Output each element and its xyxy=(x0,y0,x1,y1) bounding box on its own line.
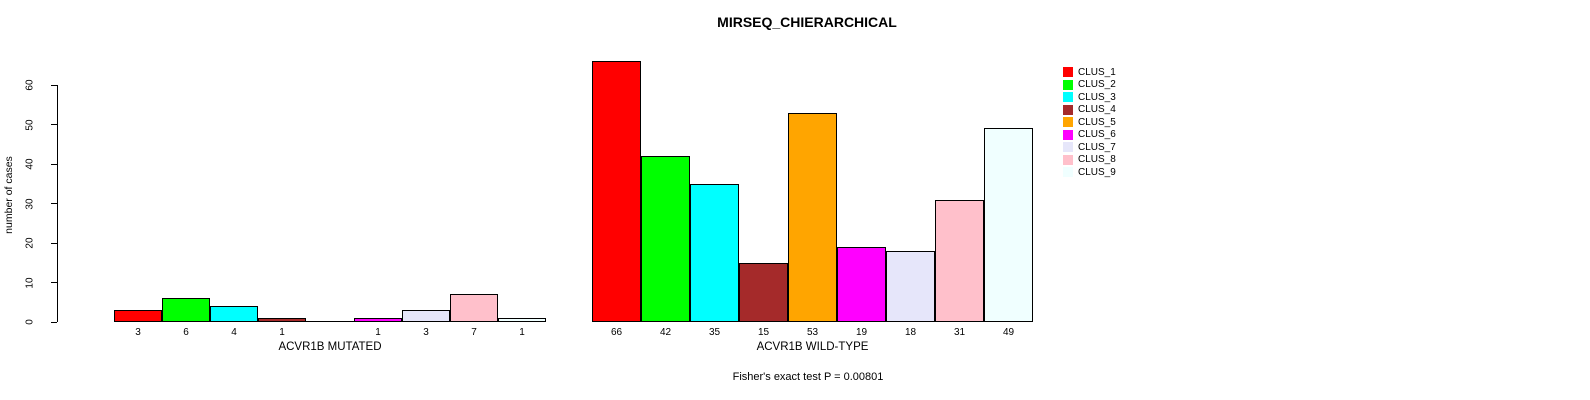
y-tick-label: 40 xyxy=(24,158,36,170)
legend-swatch-icon xyxy=(1063,117,1073,128)
y-tick-mark xyxy=(51,242,57,244)
bar-clus_6 xyxy=(837,246,886,322)
legend-label: CLUS_1 xyxy=(1078,66,1116,78)
y-tick-mark xyxy=(51,84,57,86)
bar-zero-clus_5 xyxy=(306,321,354,322)
legend-item-clus_9: CLUS_9 xyxy=(1063,166,1116,179)
bar-clus_9 xyxy=(498,318,546,322)
y-tick-label: 10 xyxy=(24,276,36,289)
y-tick-mark xyxy=(51,321,57,323)
bar-value-label: 6 xyxy=(183,327,189,338)
bar-value-label: 7 xyxy=(471,327,477,338)
y-tick-label: 30 xyxy=(24,197,36,210)
legend-swatch-icon xyxy=(1063,79,1073,90)
bar-value-label: 3 xyxy=(423,327,429,338)
bar-value-label: 49 xyxy=(1002,327,1015,338)
y-tick-label: 60 xyxy=(24,79,36,91)
legend-label: CLUS_4 xyxy=(1078,104,1116,116)
legend-label: CLUS_9 xyxy=(1078,166,1116,178)
bar-value-label: 4 xyxy=(231,327,237,338)
legend-item-clus_4: CLUS_4 xyxy=(1063,104,1116,117)
bar-value-label: 18 xyxy=(904,327,917,338)
bar-clus_6 xyxy=(354,318,402,322)
bar-clus_3 xyxy=(690,183,739,322)
legend-item-clus_1: CLUS_1 xyxy=(1063,66,1116,79)
bar-value-label: 1 xyxy=(375,327,381,338)
bar-clus_5 xyxy=(788,112,837,322)
legend-item-clus_7: CLUS_7 xyxy=(1063,141,1116,154)
y-tick-label: 20 xyxy=(24,237,36,249)
bar-clus_7 xyxy=(402,310,450,322)
bar-value-label: 3 xyxy=(135,327,141,338)
group-label-wildtype: ACVR1B WILD-TYPE xyxy=(756,341,869,353)
chart-title: MIRSEQ_CHIERARCHICAL xyxy=(717,14,897,30)
bar-clus_4 xyxy=(258,318,306,322)
legend-swatch-icon xyxy=(1063,154,1073,165)
fisher-test-annotation: Fisher's exact test P = 0.00801 xyxy=(732,371,884,383)
bar-value-label: 15 xyxy=(757,327,770,338)
legend-swatch-icon xyxy=(1063,104,1073,115)
bar-value-label: 31 xyxy=(953,327,966,338)
legend-item-clus_5: CLUS_5 xyxy=(1063,116,1116,129)
bar-clus_2 xyxy=(641,156,690,322)
bar-clus_3 xyxy=(210,306,258,322)
legend-swatch-icon xyxy=(1063,67,1073,78)
bar-clus_8 xyxy=(450,294,498,322)
y-axis-title: number of cases xyxy=(3,156,15,234)
legend-label: CLUS_2 xyxy=(1078,79,1116,91)
legend-item-clus_3: CLUS_3 xyxy=(1063,91,1116,104)
bar-clus_1 xyxy=(592,61,641,322)
legend-label: CLUS_8 xyxy=(1078,154,1116,166)
group-label-mutated: ACVR1B MUTATED xyxy=(278,341,382,353)
bar-clus_8 xyxy=(935,199,984,322)
legend-swatch-icon xyxy=(1063,92,1073,103)
bar-value-label: 1 xyxy=(519,327,525,338)
y-tick-mark xyxy=(51,124,57,125)
bar-clus_7 xyxy=(886,250,935,322)
bar-clus_2 xyxy=(162,298,210,322)
y-tick-mark xyxy=(51,282,57,283)
legend-swatch-icon xyxy=(1063,129,1073,140)
legend-label: CLUS_3 xyxy=(1078,91,1116,103)
y-tick-mark xyxy=(51,203,57,204)
bar-value-label: 35 xyxy=(708,327,721,338)
bar-clus_4 xyxy=(739,262,788,322)
bar-clus_1 xyxy=(114,310,162,322)
y-tick-label: 0 xyxy=(24,319,36,325)
bar-value-label: 53 xyxy=(806,327,819,338)
legend-swatch-icon xyxy=(1063,142,1073,153)
bar-value-label: 42 xyxy=(659,327,672,338)
bar-value-label: 1 xyxy=(279,327,285,338)
legend-item-clus_6: CLUS_6 xyxy=(1063,129,1116,142)
legend-label: CLUS_6 xyxy=(1078,129,1116,141)
y-axis-line xyxy=(57,85,58,322)
y-tick-label: 50 xyxy=(24,118,36,131)
y-tick-mark xyxy=(51,163,57,165)
bar-value-label: 66 xyxy=(610,327,623,338)
legend: CLUS_1 CLUS_2 CLUS_3 CLUS_4 CLUS_5 CLUS_6 CLUS… xyxy=(1063,66,1116,179)
bar-value-label: 19 xyxy=(855,327,868,338)
legend-item-clus_8: CLUS_8 xyxy=(1063,154,1116,167)
legend-label: CLUS_7 xyxy=(1078,141,1116,153)
bar-clus_9 xyxy=(984,128,1033,322)
legend-item-clus_2: CLUS_2 xyxy=(1063,79,1116,92)
legend-swatch-icon xyxy=(1063,167,1073,178)
legend-label: CLUS_5 xyxy=(1078,116,1116,128)
